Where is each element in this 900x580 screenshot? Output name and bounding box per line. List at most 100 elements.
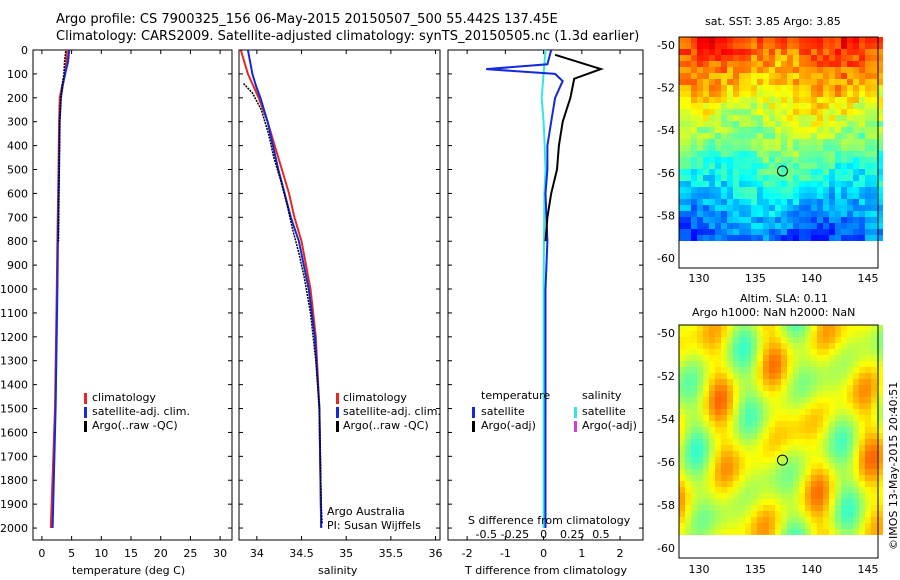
map-cell [877,193,883,199]
map-cell [721,337,727,343]
map-cell [715,205,721,211]
map-cell [829,175,835,181]
map-cell [721,361,727,367]
map-cell [835,121,841,127]
map-cell [847,223,853,229]
map-cell [847,169,853,175]
map-cell [685,523,691,529]
map-cell [685,355,691,361]
map-cell [679,85,685,91]
map-cell [823,121,829,127]
map-cell [679,43,685,49]
map-cell [739,229,745,235]
map-cell [685,337,691,343]
map-cell [835,385,841,391]
map-cell [877,391,883,397]
map-cell [853,379,859,385]
sla-map-title-1: Altim. SLA: 0.11 [740,292,829,305]
map-cell [829,367,835,373]
map-cell [751,469,757,475]
map-cell [763,385,769,391]
map-cell [847,529,853,535]
depth-tick-label: 1300 [0,355,28,368]
map-cell [787,223,793,229]
map-cell [835,517,841,523]
map-cell [805,79,811,85]
map-cell [697,331,703,337]
map-cell [823,85,829,91]
depth-tick-label: 400 [7,140,28,153]
map-cell [697,49,703,55]
map-cell [853,427,859,433]
map-cell [865,91,871,97]
map-cell [817,139,823,145]
map-cell [691,379,697,385]
map-cell [877,469,883,475]
map-cell [835,157,841,163]
map-cell [829,463,835,469]
map-cell [715,325,721,331]
map-cell [775,355,781,361]
map-cell [781,229,787,235]
map-cell [829,439,835,445]
map-cell [829,457,835,463]
map-cell [853,403,859,409]
map-cell [727,37,733,43]
map-cell [841,199,847,205]
sal-legend-climatology: climatology [343,391,407,404]
map-cell [781,403,787,409]
map-cell [715,487,721,493]
map-cell [835,229,841,235]
map-cell [781,49,787,55]
map-cell [757,517,763,523]
map-cell [793,175,799,181]
map-cell [751,115,757,121]
map-cell [847,367,853,373]
map-cell [847,499,853,505]
map-cell [715,355,721,361]
map-cell [775,343,781,349]
map-cell [793,439,799,445]
map-cell [721,397,727,403]
map-cell [739,181,745,187]
map-cell [757,391,763,397]
map-cell [877,505,883,511]
map-cell [727,163,733,169]
map-cell [721,211,727,217]
map-cell [853,487,859,493]
map-cell [775,529,781,535]
map-cell [871,469,877,475]
map-cell [691,517,697,523]
map-cell [697,229,703,235]
map-cell [805,37,811,43]
map-cell [745,355,751,361]
map-cell [763,133,769,139]
map-cell [691,433,697,439]
map-cell [877,331,883,337]
map-cell [697,457,703,463]
map-cell [727,67,733,73]
map-cell [697,145,703,151]
map-cell [787,121,793,127]
map-cell [733,91,739,97]
map-cell [709,445,715,451]
map-cell [865,43,871,49]
map-cell [871,421,877,427]
map-cell [733,139,739,145]
map-cell [769,505,775,511]
diff-temp-legend-satellite: satellite [481,405,525,418]
map-cell [823,463,829,469]
map-cell [691,139,697,145]
map-cell [835,79,841,85]
map-cell [841,115,847,121]
map-cell [685,163,691,169]
map-cell [739,193,745,199]
map-cell [823,73,829,79]
map-cell [847,205,853,211]
map-cell [865,451,871,457]
map-cell [829,409,835,415]
map-cell [793,37,799,43]
map-cell [721,205,727,211]
map-cell [685,187,691,193]
map-cell [727,517,733,523]
